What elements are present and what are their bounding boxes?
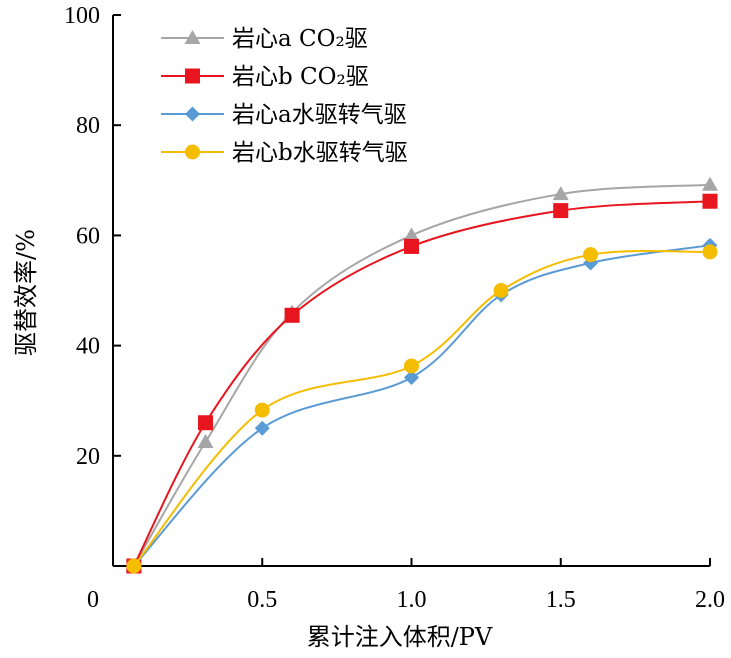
y-tick-label: 40 [76, 334, 100, 360]
data-point [404, 370, 419, 386]
series-2-line [133, 200, 711, 567]
x-tick-labels: 0 0.5 1.0 1.5 2.0 [87, 587, 725, 613]
data-point [404, 358, 419, 374]
y-tick-label: 80 [76, 113, 100, 139]
legend-label: 岩心a CO₂驱 [232, 26, 368, 52]
data-point [198, 415, 214, 431]
legend-marker [185, 106, 200, 122]
y-axis-title: 驱替效率/% [12, 229, 40, 356]
data-point [702, 193, 718, 209]
legend-marker [184, 30, 201, 44]
y-tick-label: 100 [64, 3, 100, 29]
x-tick-label: 1.0 [397, 587, 427, 613]
data-point [403, 227, 420, 242]
data-point [197, 434, 214, 449]
series-4 [126, 244, 718, 574]
legend-marker [185, 68, 200, 84]
x-tick-label: 2.0 [695, 587, 725, 613]
data-point [284, 307, 300, 323]
series-3-line [133, 244, 711, 567]
data-point [254, 402, 270, 418]
x-tick-label: 1.5 [546, 587, 576, 613]
data-point [254, 420, 270, 436]
y-tick-label: 20 [76, 444, 100, 470]
x-axis-title: 累计注入体积/PV [307, 623, 493, 651]
y-tick-label: 60 [76, 223, 100, 249]
data-point [404, 238, 419, 254]
x-tick-label: 0 [87, 587, 99, 613]
series-1-line [133, 183, 711, 567]
data-point [583, 247, 599, 263]
y-tick-labels: 20 40 60 80 100 [64, 3, 100, 470]
series-4-line [133, 250, 711, 567]
x-tick-label: 0.5 [247, 587, 277, 613]
data-point [702, 176, 718, 191]
series-1 [125, 176, 718, 572]
legend-label: 岩心b水驱转气驱 [232, 140, 408, 166]
legend-label: 岩心a水驱转气驱 [232, 102, 407, 128]
data-point [126, 558, 142, 574]
legend-label: 岩心b CO₂驱 [232, 64, 369, 90]
data-point [553, 203, 569, 219]
data-point [552, 186, 569, 201]
series-3 [126, 237, 718, 574]
series-layer [125, 176, 718, 574]
legend-marker [185, 144, 200, 160]
data-point [702, 244, 718, 260]
data-point [493, 283, 509, 298]
axes [112, 14, 711, 567]
